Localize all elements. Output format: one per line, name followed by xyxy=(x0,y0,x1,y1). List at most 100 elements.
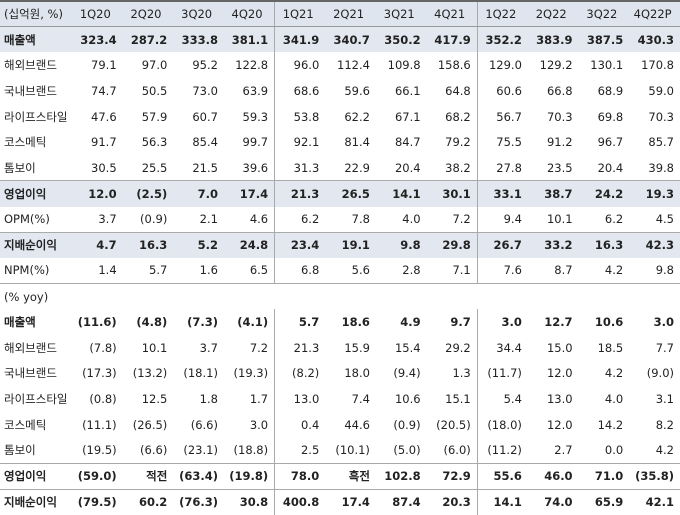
row-label: 국내브랜드 xyxy=(4,366,57,381)
value-cell: 1.3 xyxy=(426,360,478,387)
value-cell: 122.8 xyxy=(223,52,276,79)
value-cell: (4.1) xyxy=(223,309,276,335)
value-cell: 39.8 xyxy=(648,160,674,175)
value-cell: 323.4 xyxy=(72,26,123,53)
unit-label: (십억원, %) xyxy=(0,0,72,28)
value-cell: 3.0 xyxy=(653,315,674,330)
value-cell: 24.8 xyxy=(223,231,276,258)
value-cell: 75.5 xyxy=(496,135,522,150)
table-row: 라이프스타일 47.6 57.9 60.7 59.3 53.8 62.2 67.1 68.2 56… xyxy=(0,103,680,130)
table-row: 매출액 323.4 287.2 333.8 381.1 341.9 340.7 350.2 41… xyxy=(0,26,680,53)
value-cell: 112.4 xyxy=(337,58,370,73)
table-row: OPM(%) 3.7 (0.9) 2.1 4.6 6.2 7.8 4.0 7.2 9.4 10.1 6… xyxy=(0,206,680,233)
column-header: 1Q22 xyxy=(477,0,528,28)
row-label: 해외브랜드 xyxy=(4,58,57,73)
value-cell: 381.1 xyxy=(223,26,276,53)
value-cell: 15.4 xyxy=(394,340,421,355)
value-cell: (2.5) xyxy=(122,180,174,207)
value-cell: 341.9 xyxy=(274,26,326,53)
value-cell: 13.0 xyxy=(293,392,320,407)
value-cell: 64.8 xyxy=(426,78,478,104)
value-cell: 25.5 xyxy=(141,160,168,175)
value-cell: 59.0 xyxy=(648,83,674,98)
value-cell: 33.1 xyxy=(477,180,528,207)
row-label: 라이프스타일 xyxy=(4,392,68,407)
value-cell: 적전 xyxy=(122,462,174,490)
value-cell: 5.2 xyxy=(173,231,224,258)
value-cell: (8.2) xyxy=(292,366,320,381)
value-cell: 56.3 xyxy=(141,135,168,150)
value-cell: 9.8 xyxy=(375,231,427,258)
value-cell: (9.0) xyxy=(646,366,674,381)
column-header: 3Q22 xyxy=(578,0,630,28)
value-cell: 12.0 xyxy=(546,366,573,381)
value-cell: 74.7 xyxy=(91,83,117,98)
value-cell: 30.1 xyxy=(426,180,478,207)
value-cell: (18.0) xyxy=(487,417,522,432)
value-cell: 5.4 xyxy=(503,392,522,407)
value-cell: 19.3 xyxy=(629,180,680,207)
value-cell: 34.4 xyxy=(496,340,522,355)
value-cell: (18.1) xyxy=(183,366,218,381)
value-cell: 10.6 xyxy=(594,315,624,330)
value-cell: 6.2 xyxy=(300,212,320,227)
table-row: 국내브랜드 74.7 50.5 73.0 63.9 68.6 59.6 66.1 64.8 60.… xyxy=(0,78,680,104)
table-row: 지배순이익 4.7 16.3 5.2 24.8 23.4 19.1 9.8 29.8 26.7 33… xyxy=(0,231,680,258)
value-cell: 7.2 xyxy=(426,206,478,233)
column-header: 4Q22P xyxy=(629,0,680,28)
value-cell: 1.7 xyxy=(223,386,276,412)
value-cell: 109.8 xyxy=(387,58,421,73)
value-cell: 7.7 xyxy=(655,340,674,355)
value-cell: 47.6 xyxy=(91,109,117,124)
value-cell: (18.8) xyxy=(223,437,276,464)
table-row: 영업이익 12.0 (2.5) 7.0 17.4 21.3 26.5 14.1 30.1 33.1… xyxy=(0,180,680,207)
value-cell: 81.4 xyxy=(344,135,370,150)
value-cell: (79.5) xyxy=(72,488,123,515)
value-cell: (7.3) xyxy=(187,315,218,330)
row-label: OPM(%) xyxy=(4,212,50,227)
value-cell: 63.9 xyxy=(223,78,276,104)
value-cell: 17.4 xyxy=(223,180,276,207)
column-header: 4Q20 xyxy=(223,0,276,28)
value-cell: 10.1 xyxy=(546,212,573,227)
value-cell: (19.3) xyxy=(223,360,276,387)
value-cell: 12.0 xyxy=(546,417,573,432)
value-cell: 62.2 xyxy=(344,109,370,124)
row-label: NPM(%) xyxy=(4,263,50,278)
value-cell: 33.2 xyxy=(527,231,579,258)
value-cell: 97.0 xyxy=(141,58,168,73)
value-cell: 17.4 xyxy=(325,488,376,515)
value-cell: 15.1 xyxy=(426,386,478,412)
value-cell: 57.9 xyxy=(141,109,168,124)
value-cell: 383.9 xyxy=(527,26,579,53)
value-cell: 26.7 xyxy=(477,231,528,258)
value-cell: 21.3 xyxy=(293,340,320,355)
value-cell: 68.2 xyxy=(426,103,478,130)
value-cell: 96.0 xyxy=(293,58,320,73)
value-cell: 7.0 xyxy=(173,180,224,207)
table-row: 코스메틱 91.7 56.3 85.4 99.7 92.1 81.4 84.7 79.2 75.5… xyxy=(0,129,680,156)
value-cell: 4.9 xyxy=(400,315,421,330)
value-cell: 6.8 xyxy=(300,263,320,278)
value-cell: 65.9 xyxy=(578,488,630,515)
value-cell: 66.1 xyxy=(394,83,421,98)
value-cell: (11.7) xyxy=(487,366,522,381)
value-cell: 60.7 xyxy=(192,109,218,124)
column-header: 1Q21 xyxy=(274,0,326,28)
value-cell: 60.6 xyxy=(496,83,522,98)
column-header: 2Q20 xyxy=(122,0,174,28)
value-cell: 18.5 xyxy=(597,340,624,355)
value-cell: 42.3 xyxy=(629,231,680,258)
table-row: 해외브랜드 79.1 97.0 95.2 122.8 96.0 112.4 109.8 158.… xyxy=(0,52,680,79)
value-cell: 30.5 xyxy=(91,160,117,175)
row-label: 코스메틱 xyxy=(4,417,47,432)
value-cell: 5.7 xyxy=(298,315,320,330)
value-cell: 13.0 xyxy=(546,392,573,407)
value-cell: (11.6) xyxy=(77,315,117,330)
value-cell: 95.2 xyxy=(192,58,218,73)
value-cell: 10.6 xyxy=(394,392,421,407)
value-cell: 102.8 xyxy=(375,462,427,490)
value-cell: 92.1 xyxy=(293,135,320,150)
value-cell: 68.9 xyxy=(597,83,624,98)
